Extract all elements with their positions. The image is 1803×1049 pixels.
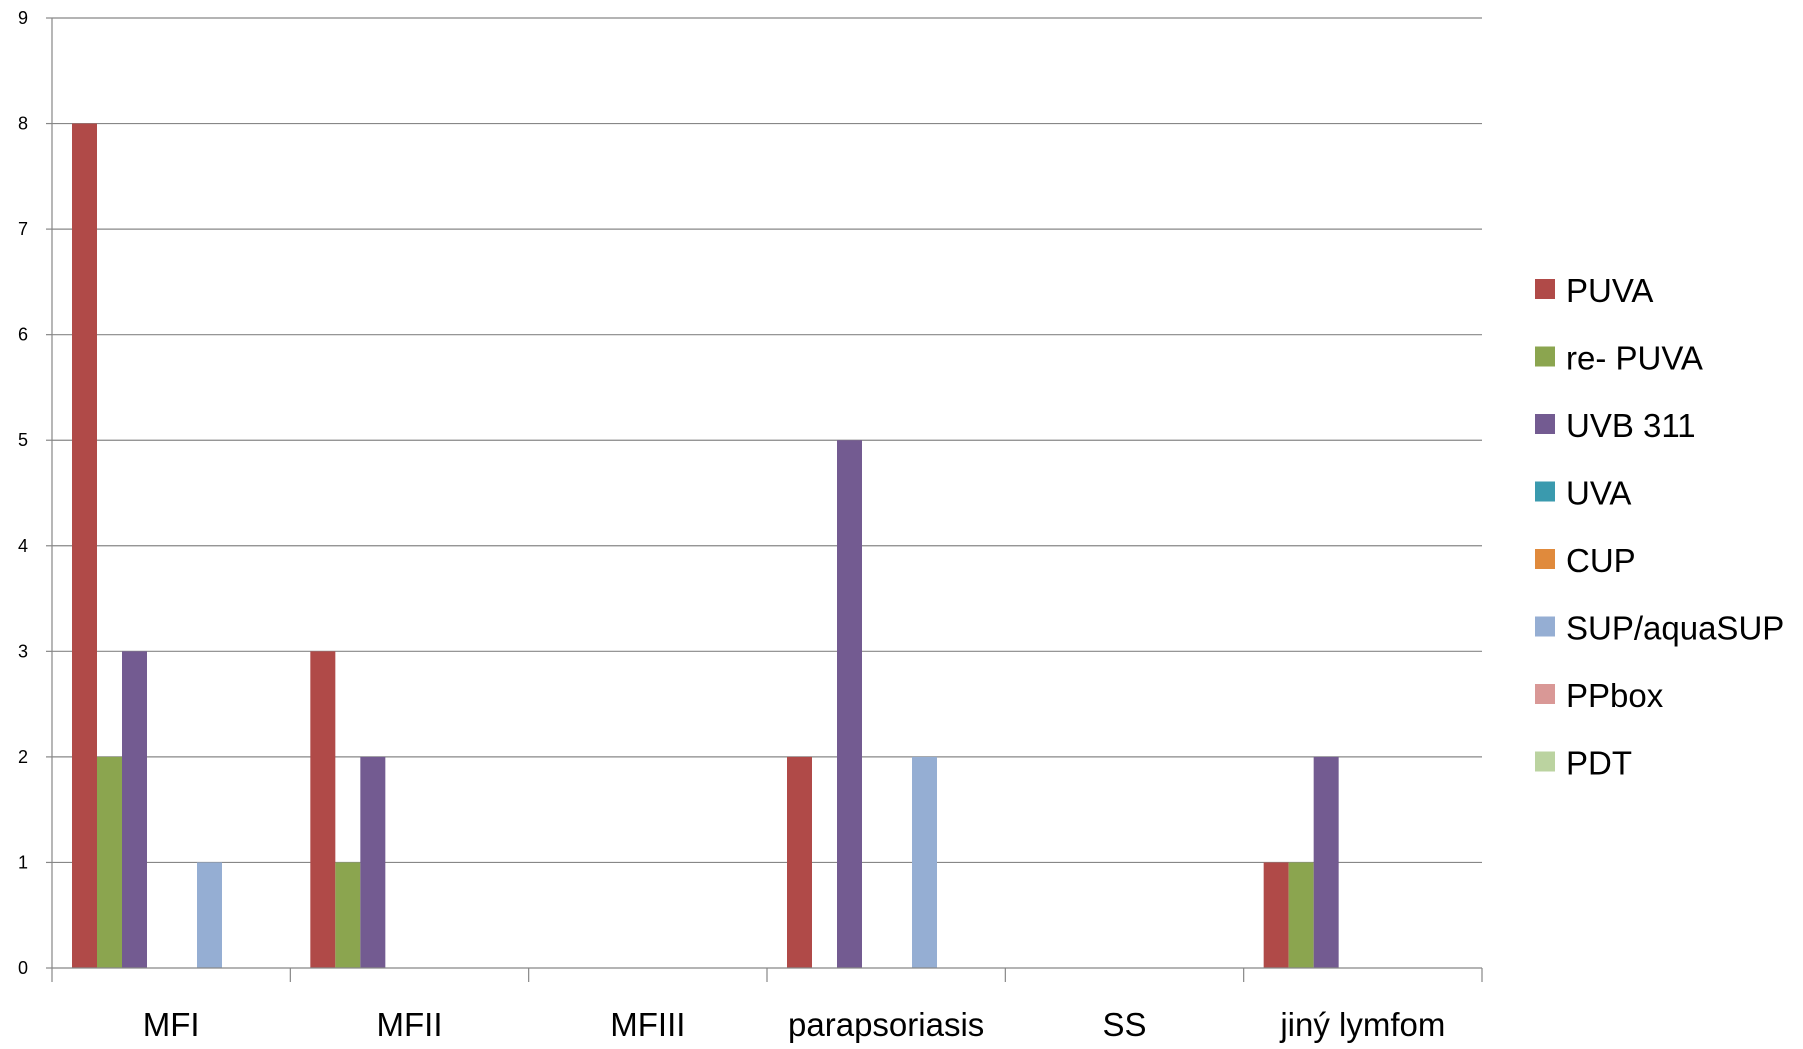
legend-label: UVB 311 bbox=[1566, 407, 1696, 444]
bar-uvb-311-parapsoriasis bbox=[837, 440, 862, 968]
y-tick-label: 5 bbox=[18, 430, 28, 450]
legend-label: CUP bbox=[1566, 542, 1636, 579]
legend-label: PUVA bbox=[1566, 272, 1653, 309]
legend-swatch bbox=[1535, 279, 1555, 299]
bar-puva-mfi bbox=[72, 123, 97, 969]
legend-swatch bbox=[1535, 346, 1555, 367]
axes bbox=[46, 17, 1483, 982]
legend-label: SUP/aquaSUP bbox=[1566, 610, 1784, 647]
bar-puva-mfii bbox=[310, 651, 336, 968]
legend-swatch bbox=[1535, 481, 1555, 502]
x-axis-tick-labels: MFI MFII MFIII parapsoriasis SS jiný lymfom bbox=[143, 1006, 1446, 1043]
y-tick-label: 3 bbox=[18, 641, 28, 661]
y-tick-label: 9 bbox=[18, 8, 28, 28]
x-tick-label: jiný lymfom bbox=[1279, 1006, 1445, 1043]
y-tick-label: 8 bbox=[18, 114, 28, 134]
gridlines bbox=[52, 17, 1482, 864]
x-tick-label: MFII bbox=[377, 1006, 443, 1043]
y-tick-label: 4 bbox=[18, 536, 28, 556]
x-tick-label: SS bbox=[1102, 1006, 1146, 1043]
bar-re-puva-mfi bbox=[97, 756, 122, 968]
bar-re-puva-mfii bbox=[335, 862, 361, 968]
bar-uvb-311-jin-lymfom bbox=[1313, 756, 1339, 968]
y-tick-label: 7 bbox=[18, 219, 28, 239]
legend-swatch bbox=[1535, 414, 1555, 434]
legend-swatch bbox=[1535, 616, 1555, 637]
legend: PUVA re- PUVA UVB 311 UVA CUP SUP/aquaSUP PPbo… bbox=[1535, 272, 1784, 782]
bar-puva-parapsoriasis bbox=[787, 756, 812, 968]
bar-uvb-311-mfi bbox=[122, 651, 147, 968]
legend-label: PPbox bbox=[1566, 677, 1664, 714]
bars bbox=[72, 123, 1339, 969]
legend-label: PDT bbox=[1566, 745, 1632, 782]
y-tick-label: 6 bbox=[18, 325, 28, 345]
legend-label: re- PUVA bbox=[1566, 340, 1703, 377]
y-axis-tick-labels: 0 1 2 3 4 5 6 7 8 9 bbox=[18, 8, 28, 978]
y-tick-label: 2 bbox=[18, 747, 28, 767]
bar-puva-jin-lymfom bbox=[1263, 862, 1289, 968]
bar-sup-aquasup-mfi bbox=[197, 862, 222, 968]
bar-uvb-311-mfii bbox=[360, 756, 386, 968]
legend-swatch bbox=[1535, 751, 1555, 772]
bar-re-puva-jin-lymfom bbox=[1288, 862, 1314, 968]
legend-label: UVA bbox=[1566, 475, 1631, 512]
legend-swatch bbox=[1535, 684, 1555, 704]
legend-swatch bbox=[1535, 549, 1555, 569]
x-tick-label: MFI bbox=[143, 1006, 200, 1043]
x-tick-label: parapsoriasis bbox=[788, 1006, 984, 1043]
y-tick-label: 0 bbox=[18, 958, 28, 978]
bar-sup-aquasup-parapsoriasis bbox=[912, 756, 937, 968]
y-tick-label: 1 bbox=[18, 852, 28, 872]
x-tick-label: MFIII bbox=[610, 1006, 685, 1043]
